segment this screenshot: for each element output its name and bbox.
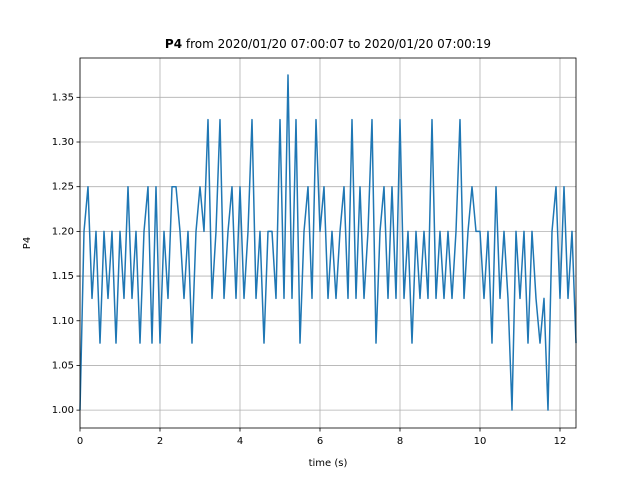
y-tick-label: 1.10 (52, 316, 74, 327)
y-tick-label: 1.20 (52, 226, 74, 237)
title-text: from 2020/01/20 07:00:07 to 2020/01/20 0… (186, 37, 491, 51)
x-tick-label: 12 (554, 436, 567, 447)
data-line (79, 74, 577, 411)
chart-title: P4 from 2020/01/20 07:00:07 to 2020/01/2… (165, 37, 491, 51)
x-axis-label: time (s) (309, 458, 348, 469)
x-tick-label: 6 (317, 436, 323, 447)
y-tick-label: 1.00 (52, 405, 74, 416)
y-tick-label: 1.35 (52, 92, 74, 103)
x-tick-label: 4 (237, 436, 243, 447)
y-tick-label: 1.15 (52, 271, 74, 282)
y-axis-label: P4 (22, 237, 33, 249)
title-series: P4 (165, 37, 182, 51)
x-tick-label: 10 (474, 436, 487, 447)
y-tick-label: 1.30 (52, 137, 74, 148)
x-tick-label: 8 (397, 436, 403, 447)
plot-frame (79, 57, 577, 429)
x-tick-label: 0 (77, 436, 83, 447)
y-tick-label: 1.05 (52, 360, 74, 371)
x-tick-label: 2 (157, 436, 163, 447)
y-tick-label: 1.25 (52, 182, 74, 193)
